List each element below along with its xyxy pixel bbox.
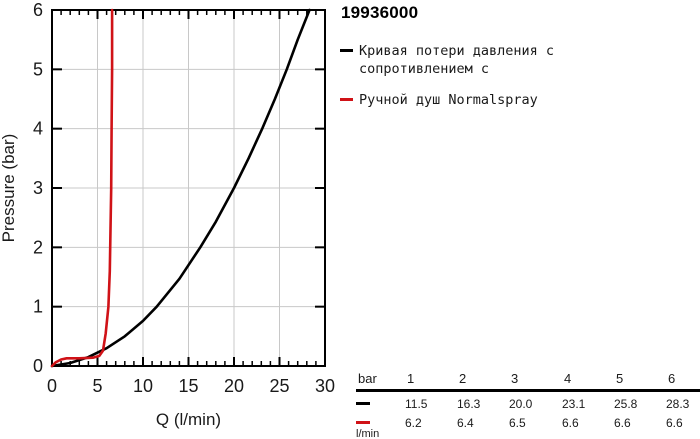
legend: Кривая потери давления с сопротивлением … [340, 42, 640, 122]
x-tick-label: 10 [133, 376, 153, 396]
curve-series-1 [50, 8, 114, 368]
y-tick-label: 6 [33, 0, 43, 20]
table-row-pressure-loss: 11.5 16.3 20.0 23.1 25.8 28.3 [356, 392, 700, 411]
x-tick-label: 5 [92, 376, 102, 396]
black-line-marker-icon [340, 49, 353, 52]
table-flow-value: 11.5 [405, 397, 428, 411]
table-flow-value: 6.6 [562, 416, 579, 430]
table-header-unit: bar [358, 371, 377, 386]
table-flow-value: 28.3 [666, 397, 690, 411]
y-axis-title: Pressure (bar) [0, 134, 18, 243]
flow-unit-label: l/min [356, 428, 380, 439]
table-header-pressure: 5 [616, 371, 624, 386]
table-marker-cell: l/min [356, 416, 405, 439]
y-tick-label: 3 [33, 178, 43, 198]
table-flow-value: 20.0 [509, 397, 533, 411]
page-title: 19936000 [341, 3, 419, 22]
x-tick-label: 30 [315, 376, 335, 396]
table-header-pressure: 1 [407, 371, 415, 386]
table-flow-value: 6.5 [509, 416, 526, 430]
red-line-marker-icon [356, 421, 370, 424]
y-tick-label: 5 [33, 59, 43, 79]
y-tick-label: 4 [33, 119, 43, 139]
legend-label: Кривая потери давления с сопротивлением … [359, 43, 555, 77]
table-flow-value: 6.4 [457, 416, 474, 430]
axis-labels: 0 5 10 15 20 25 30 0 1 2 3 4 5 6 Q (l/min) Pressure (ba… [0, 0, 335, 429]
y-tick-label: 0 [33, 356, 43, 376]
table-flow-value: 25.8 [614, 397, 638, 411]
pressure-flow-chart: 0 5 10 15 20 25 30 0 1 2 3 4 5 6 Q (l/min) Pressure (ba… [0, 0, 345, 439]
legend-item-normalspray: Ручной душ Normalspray [340, 91, 640, 109]
table-flow-value: 23.1 [562, 397, 586, 411]
gridlines [52, 10, 325, 366]
x-tick-label: 25 [269, 376, 289, 396]
table-header-pressure: 3 [511, 371, 519, 386]
table-header-pressure: 2 [459, 371, 467, 386]
curve-series-0 [50, 8, 311, 368]
table-header-row: bar 1 2 3 4 5 6 [356, 371, 700, 392]
legend-item-pressure-loss: Кривая потери давления с сопротивлением … [340, 42, 640, 78]
y-tick-label: 1 [33, 297, 43, 317]
chart-canvas: 0 5 10 15 20 25 30 0 1 2 3 4 5 6 Q (l/min) Pressure (ba… [0, 0, 335, 429]
legend-label: Ручной душ Normalspray [359, 92, 538, 108]
x-tick-label: 0 [47, 376, 57, 396]
table-header-pressure: 6 [668, 371, 676, 386]
x-axis-title: Q (l/min) [156, 410, 221, 429]
table-header-pressure: 4 [564, 371, 572, 386]
table-flow-value: 6.6 [614, 416, 631, 430]
curves [50, 8, 311, 368]
table-flow-value: 16.3 [457, 397, 481, 411]
table-row-normalspray: l/min 6.2 6.4 6.5 6.6 6.6 6.6 [356, 411, 700, 439]
x-tick-label: 20 [224, 376, 244, 396]
table-marker-cell [356, 397, 405, 405]
x-tick-label: 15 [178, 376, 198, 396]
flow-rate-table: bar 1 2 3 4 5 6 11.5 16.3 20.0 23.1 25.8 28.3 l/min… [356, 371, 700, 439]
red-line-marker-icon [340, 98, 353, 101]
y-tick-label: 2 [33, 237, 43, 257]
black-line-marker-icon [356, 402, 370, 405]
table-flow-value: 6.2 [405, 416, 422, 430]
table-flow-value: 6.6 [666, 416, 683, 430]
